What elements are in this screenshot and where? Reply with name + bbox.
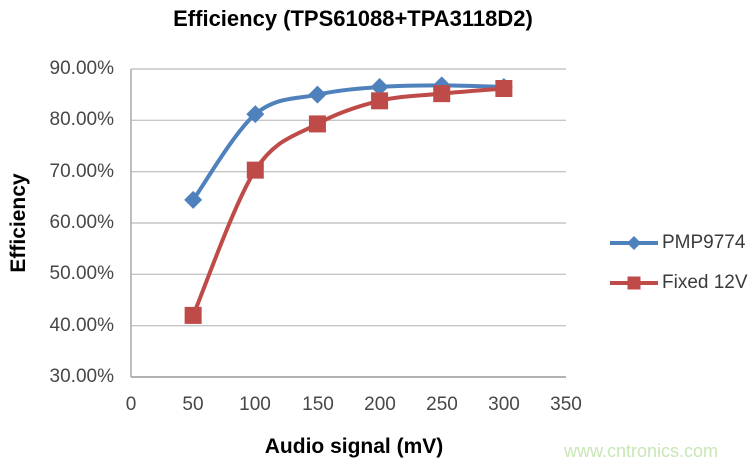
y-tick-50: 50.00% (49, 263, 114, 284)
legend: PMP9774 Fixed 12V (609, 232, 748, 294)
legend-line-diamond-icon (609, 233, 659, 253)
x-tick-0: 0 (125, 394, 137, 415)
x-tick-150: 150 (302, 394, 334, 415)
x-tick-250: 250 (426, 394, 458, 415)
x-tick-50: 50 (182, 394, 204, 415)
y-tick-80: 80.00% (49, 109, 114, 130)
legend-item-pmp9774: PMP9774 (609, 232, 748, 254)
legend-line-square-icon (609, 273, 659, 293)
chart-title: Efficiency (TPS61088+TPA3118D2) (173, 6, 533, 31)
x-tick-200: 200 (364, 394, 396, 415)
y-tick-70: 70.00% (49, 161, 114, 182)
legend-label-fixed-12v: Fixed 12V (662, 272, 748, 293)
y-tick-60: 60.00% (49, 212, 114, 233)
legend-item-fixed-12v: Fixed 12V (609, 272, 748, 294)
y-tick-30: 30.00% (49, 366, 114, 387)
legend-label-pmp9774: PMP9774 (662, 232, 746, 253)
x-tick-350: 350 (550, 394, 582, 415)
y-tick-40: 40.00% (49, 315, 114, 336)
x-tick-100: 100 (239, 394, 271, 415)
watermark: www.cntronics.com (564, 441, 719, 461)
x-axis-title: Audio signal (mV) (264, 435, 444, 458)
x-tick-300: 300 (488, 394, 520, 415)
y-tick-90: 90.00% (49, 58, 114, 79)
